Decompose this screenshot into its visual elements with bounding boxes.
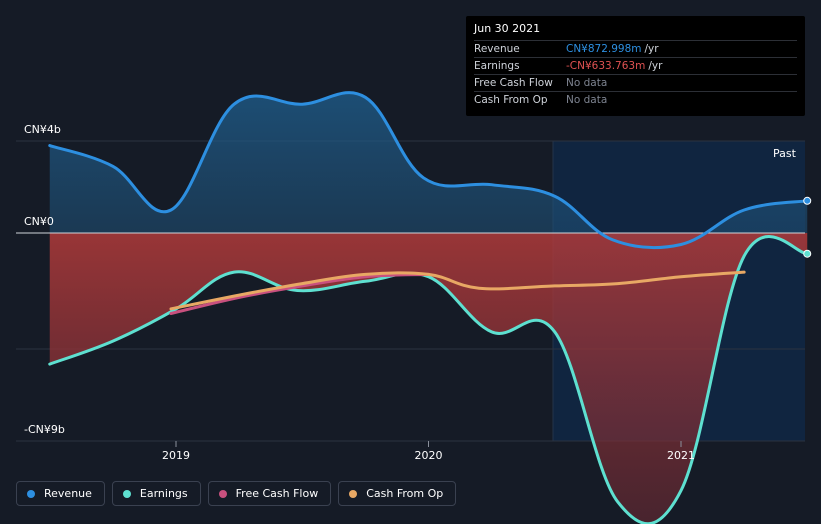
tooltip-row-value: CN¥872.998m bbox=[566, 43, 642, 55]
tooltip-row-unit: /yr bbox=[644, 43, 659, 55]
tooltip-row-value-wrap: No data bbox=[566, 77, 607, 89]
tooltip-row-name: Earnings bbox=[474, 60, 520, 72]
revenue-area bbox=[49, 92, 808, 248]
earnings-line bbox=[48, 235, 809, 524]
x-tick-label: 2019 bbox=[162, 449, 190, 462]
legend-dot-icon bbox=[218, 489, 227, 498]
y-label-zero: CN¥0 bbox=[24, 215, 54, 228]
revenue-end-point bbox=[803, 196, 812, 205]
legend-label: Free Cash Flow bbox=[235, 487, 319, 500]
tooltip-row-name: Revenue bbox=[474, 43, 520, 55]
earnings-area bbox=[49, 233, 808, 524]
free-cash-flow-line bbox=[169, 272, 430, 315]
tooltip-row-name: Free Cash Flow bbox=[474, 77, 553, 89]
tooltip-row-value: -CN¥633.763m bbox=[566, 60, 646, 72]
legend-label: Revenue bbox=[44, 487, 92, 500]
legend-dot-icon bbox=[122, 489, 131, 498]
tooltip-row-unit: /yr bbox=[648, 60, 663, 72]
tooltip-row-value-wrap: CN¥872.998m/yr bbox=[566, 43, 659, 55]
tooltip-row: Revenue CN¥872.998m/yr bbox=[474, 40, 797, 57]
tooltip-row-value-wrap: No data bbox=[566, 94, 607, 106]
tooltip-row-value: No data bbox=[566, 94, 608, 106]
tooltip-row: Cash From Op No data bbox=[474, 91, 797, 108]
y-label-top: CN¥4b bbox=[24, 123, 61, 136]
legend: Revenue Earnings Free Cash Flow Cash From O… bbox=[16, 481, 457, 506]
legend-item-revenue[interactable]: Revenue bbox=[16, 481, 105, 506]
past-label: Past bbox=[773, 147, 797, 160]
legend-label: Cash From Op bbox=[366, 487, 444, 500]
x-tick-label: 2021 bbox=[667, 449, 695, 462]
cash-from-op-line bbox=[169, 270, 746, 311]
legend-dot-icon bbox=[349, 489, 358, 498]
tooltip-row-value: No data bbox=[566, 77, 608, 89]
tooltip: Jun 30 2021 Revenue CN¥872.998m/yr Earning… bbox=[466, 16, 805, 116]
y-label-bottom: -CN¥9b bbox=[24, 423, 65, 436]
legend-item-free-cash-flow[interactable]: Free Cash Flow bbox=[207, 481, 332, 506]
earnings-end-point bbox=[803, 249, 812, 258]
tooltip-row: Earnings -CN¥633.763m/yr bbox=[474, 57, 797, 74]
x-tick-label: 2020 bbox=[415, 449, 443, 462]
tooltip-date: Jun 30 2021 bbox=[474, 22, 541, 35]
tooltip-row-value-wrap: -CN¥633.763m/yr bbox=[566, 60, 662, 72]
legend-item-earnings[interactable]: Earnings bbox=[111, 481, 201, 506]
legend-dot-icon bbox=[27, 489, 35, 498]
tooltip-row: Free Cash Flow No data bbox=[474, 74, 797, 91]
legend-label: Earnings bbox=[139, 487, 188, 500]
revenue-line bbox=[48, 91, 809, 250]
legend-item-cash-from-op[interactable]: Cash From Op bbox=[338, 481, 457, 506]
tooltip-row-name: Cash From Op bbox=[474, 94, 548, 106]
